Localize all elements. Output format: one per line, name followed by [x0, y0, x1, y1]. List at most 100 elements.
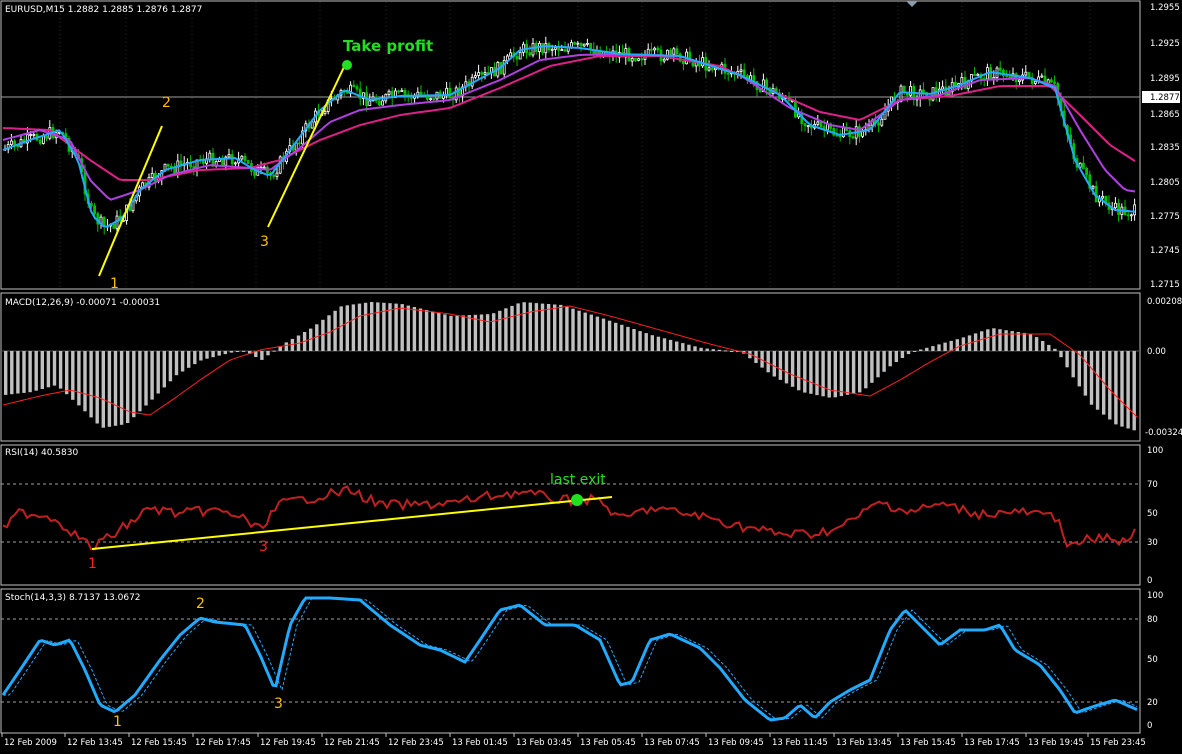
candle-body: [400, 90, 404, 92]
candle-body: [502, 60, 506, 75]
macd-bar: [382, 302, 386, 351]
candle-body: [1088, 174, 1092, 189]
candle-body: [352, 84, 356, 87]
price-axis-label: 1.2745: [1150, 246, 1180, 256]
macd-bar: [370, 302, 374, 351]
macd-bar: [1034, 337, 1039, 351]
macd-bar: [138, 351, 142, 412]
trendline-1-2[interactable]: [98, 125, 163, 277]
macd-bar: [748, 351, 752, 359]
macd-bar: [266, 351, 270, 356]
time-label: 13 Feb 05:45: [580, 738, 636, 748]
macd-bar: [766, 351, 770, 373]
time-label: 12 Feb 15:45: [131, 738, 187, 748]
candle-body: [662, 58, 666, 62]
macd-bar: [534, 303, 539, 351]
macd-bar: [345, 305, 349, 351]
current-price-value: 1.2877: [1150, 93, 1180, 103]
candle-body: [1050, 79, 1053, 83]
macd-bar: [925, 347, 929, 351]
macd-axis: 0.00208 0.00 -0.00324: [1145, 297, 1182, 438]
macd-bar: [937, 344, 941, 351]
macd-bar: [479, 314, 484, 351]
candle-body: [707, 67, 711, 71]
macd-bar: [992, 328, 996, 351]
macd-bar: [119, 351, 124, 425]
macd-bar: [540, 303, 545, 351]
macd-bar: [437, 312, 441, 351]
candle-body: [1091, 185, 1095, 189]
candle-body: [550, 48, 554, 51]
macd-bar: [919, 349, 923, 351]
macd-bar: [187, 351, 191, 368]
macd-bar: [449, 315, 453, 351]
macd-bar: [144, 351, 148, 406]
macd-bar: [620, 324, 624, 351]
candle-body: [1030, 77, 1034, 84]
macd-bar: [217, 351, 221, 356]
candle-body: [477, 72, 481, 76]
price-axis-label: 1.2925: [1150, 39, 1180, 49]
candle-body: [301, 130, 305, 145]
macd-bar: [473, 314, 478, 351]
macd-bar: [455, 315, 459, 351]
candle-body: [230, 154, 234, 165]
macd-bar: [101, 351, 105, 428]
candle-body: [653, 47, 656, 51]
macd-bar: [839, 351, 844, 397]
macd-bar: [998, 329, 1002, 351]
last-exit-dot[interactable]: [571, 494, 583, 506]
stoch-marker-3: 3: [274, 696, 283, 712]
take-profit-dot[interactable]: [342, 60, 352, 70]
trendline-3-take-profit[interactable]: [267, 64, 346, 228]
macd-bar: [772, 351, 776, 377]
candle-body: [233, 162, 237, 165]
candle-body: [941, 86, 944, 90]
candle-body: [928, 98, 932, 101]
macd-signal-line: [2, 305, 1138, 418]
rsi-levels: [1, 483, 1140, 543]
macd-axis-label: 0.00: [1147, 347, 1166, 357]
macd-bar: [95, 351, 99, 424]
ma-slow-line: [2, 55, 1136, 181]
candle-body: [297, 142, 301, 145]
candle-body: [1117, 202, 1120, 215]
candle-body: [1126, 214, 1130, 217]
macd-bar: [729, 351, 734, 352]
macd-bar: [4, 351, 8, 395]
macd-bar: [790, 351, 795, 387]
candle-body: [637, 58, 640, 61]
candle-body: [835, 134, 839, 137]
time-label: 12 Feb 19:45: [260, 738, 316, 748]
rsi-trendline[interactable]: [91, 496, 613, 550]
candle-body: [880, 118, 884, 126]
stoch-marker-2: 2: [196, 596, 205, 612]
macd-bar: [601, 318, 606, 351]
macd-bar: [199, 351, 203, 361]
macd-title: MACD(12,26,9) -0.00071 -0.00031: [5, 298, 160, 308]
candle-body: [90, 203, 93, 207]
macd-bar: [272, 350, 276, 352]
candle-body: [272, 174, 276, 177]
macd-bar: [309, 328, 313, 351]
macd-bar: [1089, 351, 1094, 405]
price-axis-label: 1.2775: [1150, 212, 1180, 222]
macd-bar: [321, 319, 325, 351]
macd-bar: [28, 351, 32, 393]
candle-body: [208, 152, 212, 160]
price-axis-label: 1.2895: [1150, 74, 1180, 84]
macd-bar: [778, 351, 783, 380]
macd-bar: [278, 346, 282, 351]
chart-shift-marker-icon[interactable]: [906, 1, 918, 7]
time-label: 13 Feb 11:45: [772, 738, 828, 748]
macd-bar: [315, 324, 319, 351]
candle-body: [1114, 202, 1117, 209]
macd-bar: [1065, 351, 1069, 368]
macd-bar: [888, 351, 892, 367]
rsi-axis-label: 100: [1147, 446, 1163, 456]
macd-bar: [1071, 351, 1075, 378]
macd-bar: [357, 303, 362, 351]
candle-body: [739, 69, 743, 72]
candle-body: [646, 48, 650, 55]
